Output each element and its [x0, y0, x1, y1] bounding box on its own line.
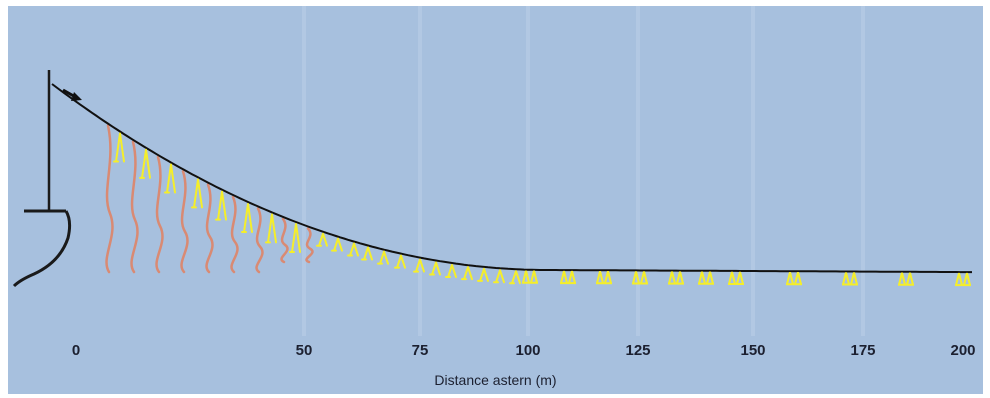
branchline-hook	[477, 267, 489, 282]
branchline-hook	[509, 270, 521, 285]
branchline-hook	[241, 202, 253, 233]
streamer	[180, 170, 189, 274]
mainline	[51, 83, 972, 274]
branchline-hook	[331, 237, 343, 252]
branchline-hook	[164, 163, 176, 194]
branchline-hook	[560, 270, 576, 285]
tick-label-175: 175	[850, 342, 876, 359]
branchline-hook	[347, 242, 359, 257]
longline-setting-diagram	[12, 6, 972, 336]
branchline-hook	[394, 254, 406, 269]
tick-label-150: 150	[740, 342, 766, 359]
branchline-hook	[377, 250, 389, 265]
branchline-hook	[445, 264, 457, 279]
branchline-hook	[215, 190, 227, 221]
streamer	[255, 207, 264, 274]
branchline-hook	[898, 272, 914, 286]
axis-title: Distance astern (m)	[434, 372, 557, 388]
tick-label-200: 200	[950, 342, 976, 359]
branchline-hook	[698, 271, 714, 285]
gridlines	[302, 6, 865, 336]
streamer	[305, 227, 314, 264]
tick-label-0: 0	[71, 342, 81, 359]
branchlines-with-hooks	[113, 132, 971, 287]
tick-label-50: 50	[295, 342, 313, 359]
tick-label-125: 125	[625, 342, 651, 359]
tick-label-75: 75	[411, 342, 429, 359]
branchline-hook	[413, 258, 425, 273]
branchline-hook	[265, 213, 277, 244]
vessel-stern	[12, 70, 72, 288]
branchline-hook	[632, 271, 648, 285]
tick-label-100: 100	[515, 342, 541, 359]
branchline-hook	[668, 271, 684, 285]
branchline-hook	[786, 271, 802, 286]
branchline-hook	[289, 222, 301, 253]
streamer	[155, 155, 164, 274]
branchline-hook	[461, 266, 473, 281]
branchline-hook	[728, 271, 744, 285]
arrow-icon	[62, 88, 82, 101]
branchline-hook	[429, 261, 441, 276]
streamer	[105, 124, 114, 274]
branchline-hook	[139, 148, 151, 179]
branchline-hook	[191, 178, 203, 209]
streamer	[280, 217, 289, 264]
branchline-hook	[955, 272, 971, 287]
branchline-hook	[842, 272, 858, 286]
branchline-hook	[596, 271, 612, 285]
branchline-hook	[361, 246, 373, 261]
branchline-hook	[493, 269, 505, 284]
streamer	[230, 195, 239, 274]
branchline-hook	[522, 270, 538, 284]
branchline-hook	[113, 132, 125, 163]
bird-scaring-streamers	[105, 124, 314, 274]
branchline-hook	[316, 232, 328, 247]
streamer	[205, 183, 214, 274]
vessel-hull	[12, 210, 72, 288]
streamer	[130, 140, 139, 274]
diagram-panel: 0 50 75 100 125 150 175 200 Distance astern (m)	[8, 6, 983, 394]
